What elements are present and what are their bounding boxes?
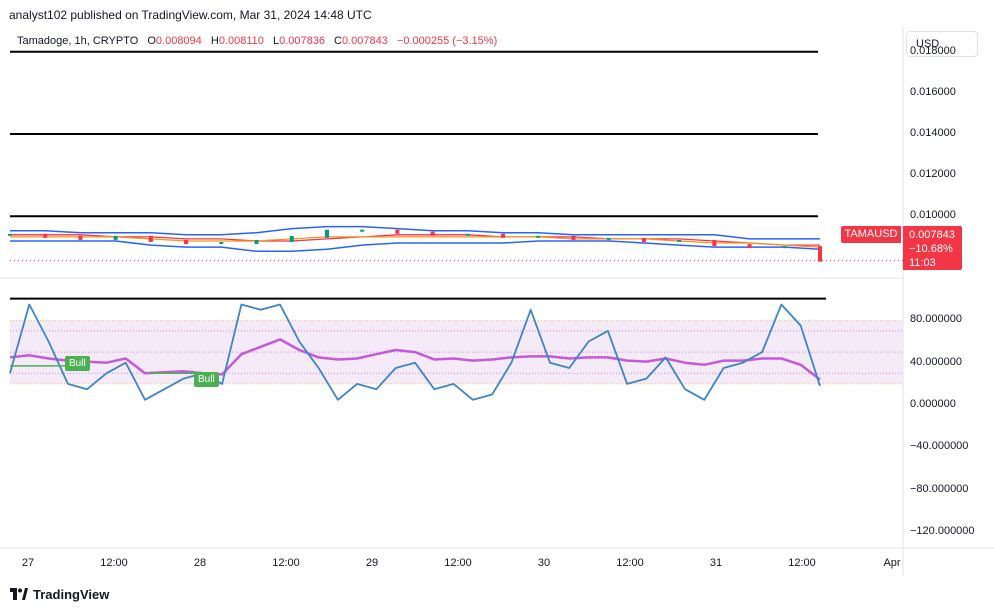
bull-label: Bull — [194, 372, 219, 387]
high-value: 0.008110 — [218, 35, 264, 47]
oscillator-axis-tick: 40.000000 — [910, 355, 962, 368]
candle — [430, 231, 435, 236]
time-axis-tick: 27 — [21, 557, 35, 569]
time-axis-tick: 12:00 — [616, 557, 644, 569]
candle — [360, 229, 365, 232]
candle — [113, 235, 118, 240]
bull-label: Bull — [65, 356, 90, 371]
time-axis-tick: 30 — [537, 557, 551, 569]
oscillator-axis-tick: −40.000000 — [910, 440, 969, 453]
price-axis-tick: 0.010000 — [910, 209, 956, 222]
currency-button[interactable]: USD — [906, 31, 978, 57]
price-axis-tick: 0.014000 — [910, 126, 956, 139]
bar-countdown: 11:03 — [909, 257, 936, 269]
candle — [571, 235, 576, 240]
candle — [782, 246, 787, 249]
open-label: O — [147, 35, 156, 47]
candle — [501, 233, 506, 238]
symbol-legend: Tamadoge, 1h, CRYPTO O0.008094 H0.008110… — [17, 35, 497, 47]
time-axis-tick: 12:00 — [100, 557, 128, 569]
ema-slow-line — [10, 234, 820, 246]
close-value: 0.007843 — [341, 35, 388, 47]
bollinger-lower-line — [10, 240, 821, 253]
ema-fast-line — [10, 236, 821, 248]
time-axis-tick: Apr — [883, 557, 901, 569]
symbol-price-tag: TAMAUSD — [841, 226, 901, 243]
candle — [641, 237, 646, 242]
symbol-name[interactable]: Tamadoge, 1h, CRYPTO — [17, 35, 139, 47]
oscillator-axis-tick: −80.000000 — [910, 482, 969, 495]
last-price-box: 0.007843 −10.68% 11:03 — [903, 226, 962, 270]
tradingview-logo-text: TradingView — [33, 587, 110, 602]
candle — [43, 233, 48, 238]
tradingview-logo-icon — [10, 588, 28, 600]
stoch-k-line — [9, 303, 821, 401]
candle — [536, 235, 541, 238]
tradingview-logo[interactable]: TradingView — [10, 587, 109, 602]
time-axis-tick: 12:00 — [788, 557, 816, 569]
candle — [184, 239, 189, 245]
candle — [148, 235, 153, 242]
last-change-pct: −10.68% — [909, 243, 953, 255]
price-axis-tick: 0.016000 — [910, 85, 956, 98]
candle — [818, 246, 822, 262]
change-value: −0.000255 (−3.15%) — [396, 35, 498, 47]
price-axis-tick: 0.018000 — [910, 44, 956, 57]
publisher-header: analyst102 published on TradingView.com,… — [9, 8, 372, 22]
oscillator-axis-tick: −120.000000 — [910, 525, 975, 538]
high-label: H — [210, 35, 219, 47]
candle — [606, 237, 611, 240]
candle — [8, 233, 12, 236]
open-value: 0.008094 — [155, 35, 202, 47]
bollinger-upper-line — [10, 225, 820, 240]
close-label: C — [334, 35, 342, 47]
time-axis-tick: 31 — [709, 557, 723, 569]
candle — [712, 239, 717, 247]
candle — [254, 239, 259, 245]
rsi-line — [9, 338, 821, 381]
low-label: L — [272, 35, 280, 47]
oscillator-axis-tick: 80.000000 — [910, 313, 962, 326]
time-axis-tick: 12:00 — [272, 557, 300, 569]
candle — [78, 235, 83, 240]
candle — [465, 233, 470, 236]
low-value: 0.007836 — [279, 35, 325, 47]
price-axis-tick: 0.012000 — [910, 168, 956, 181]
candle — [324, 229, 329, 238]
candle — [677, 239, 682, 242]
candle — [747, 244, 752, 249]
time-axis-tick: 29 — [365, 557, 379, 569]
oscillator-axis-tick: 0.000000 — [910, 398, 956, 411]
candle — [395, 229, 400, 234]
candle — [289, 235, 294, 242]
time-axis-tick: 28 — [193, 557, 207, 569]
time-axis-tick: 12:00 — [444, 557, 472, 569]
last-price: 0.007843 — [909, 229, 955, 241]
candle — [219, 242, 224, 245]
